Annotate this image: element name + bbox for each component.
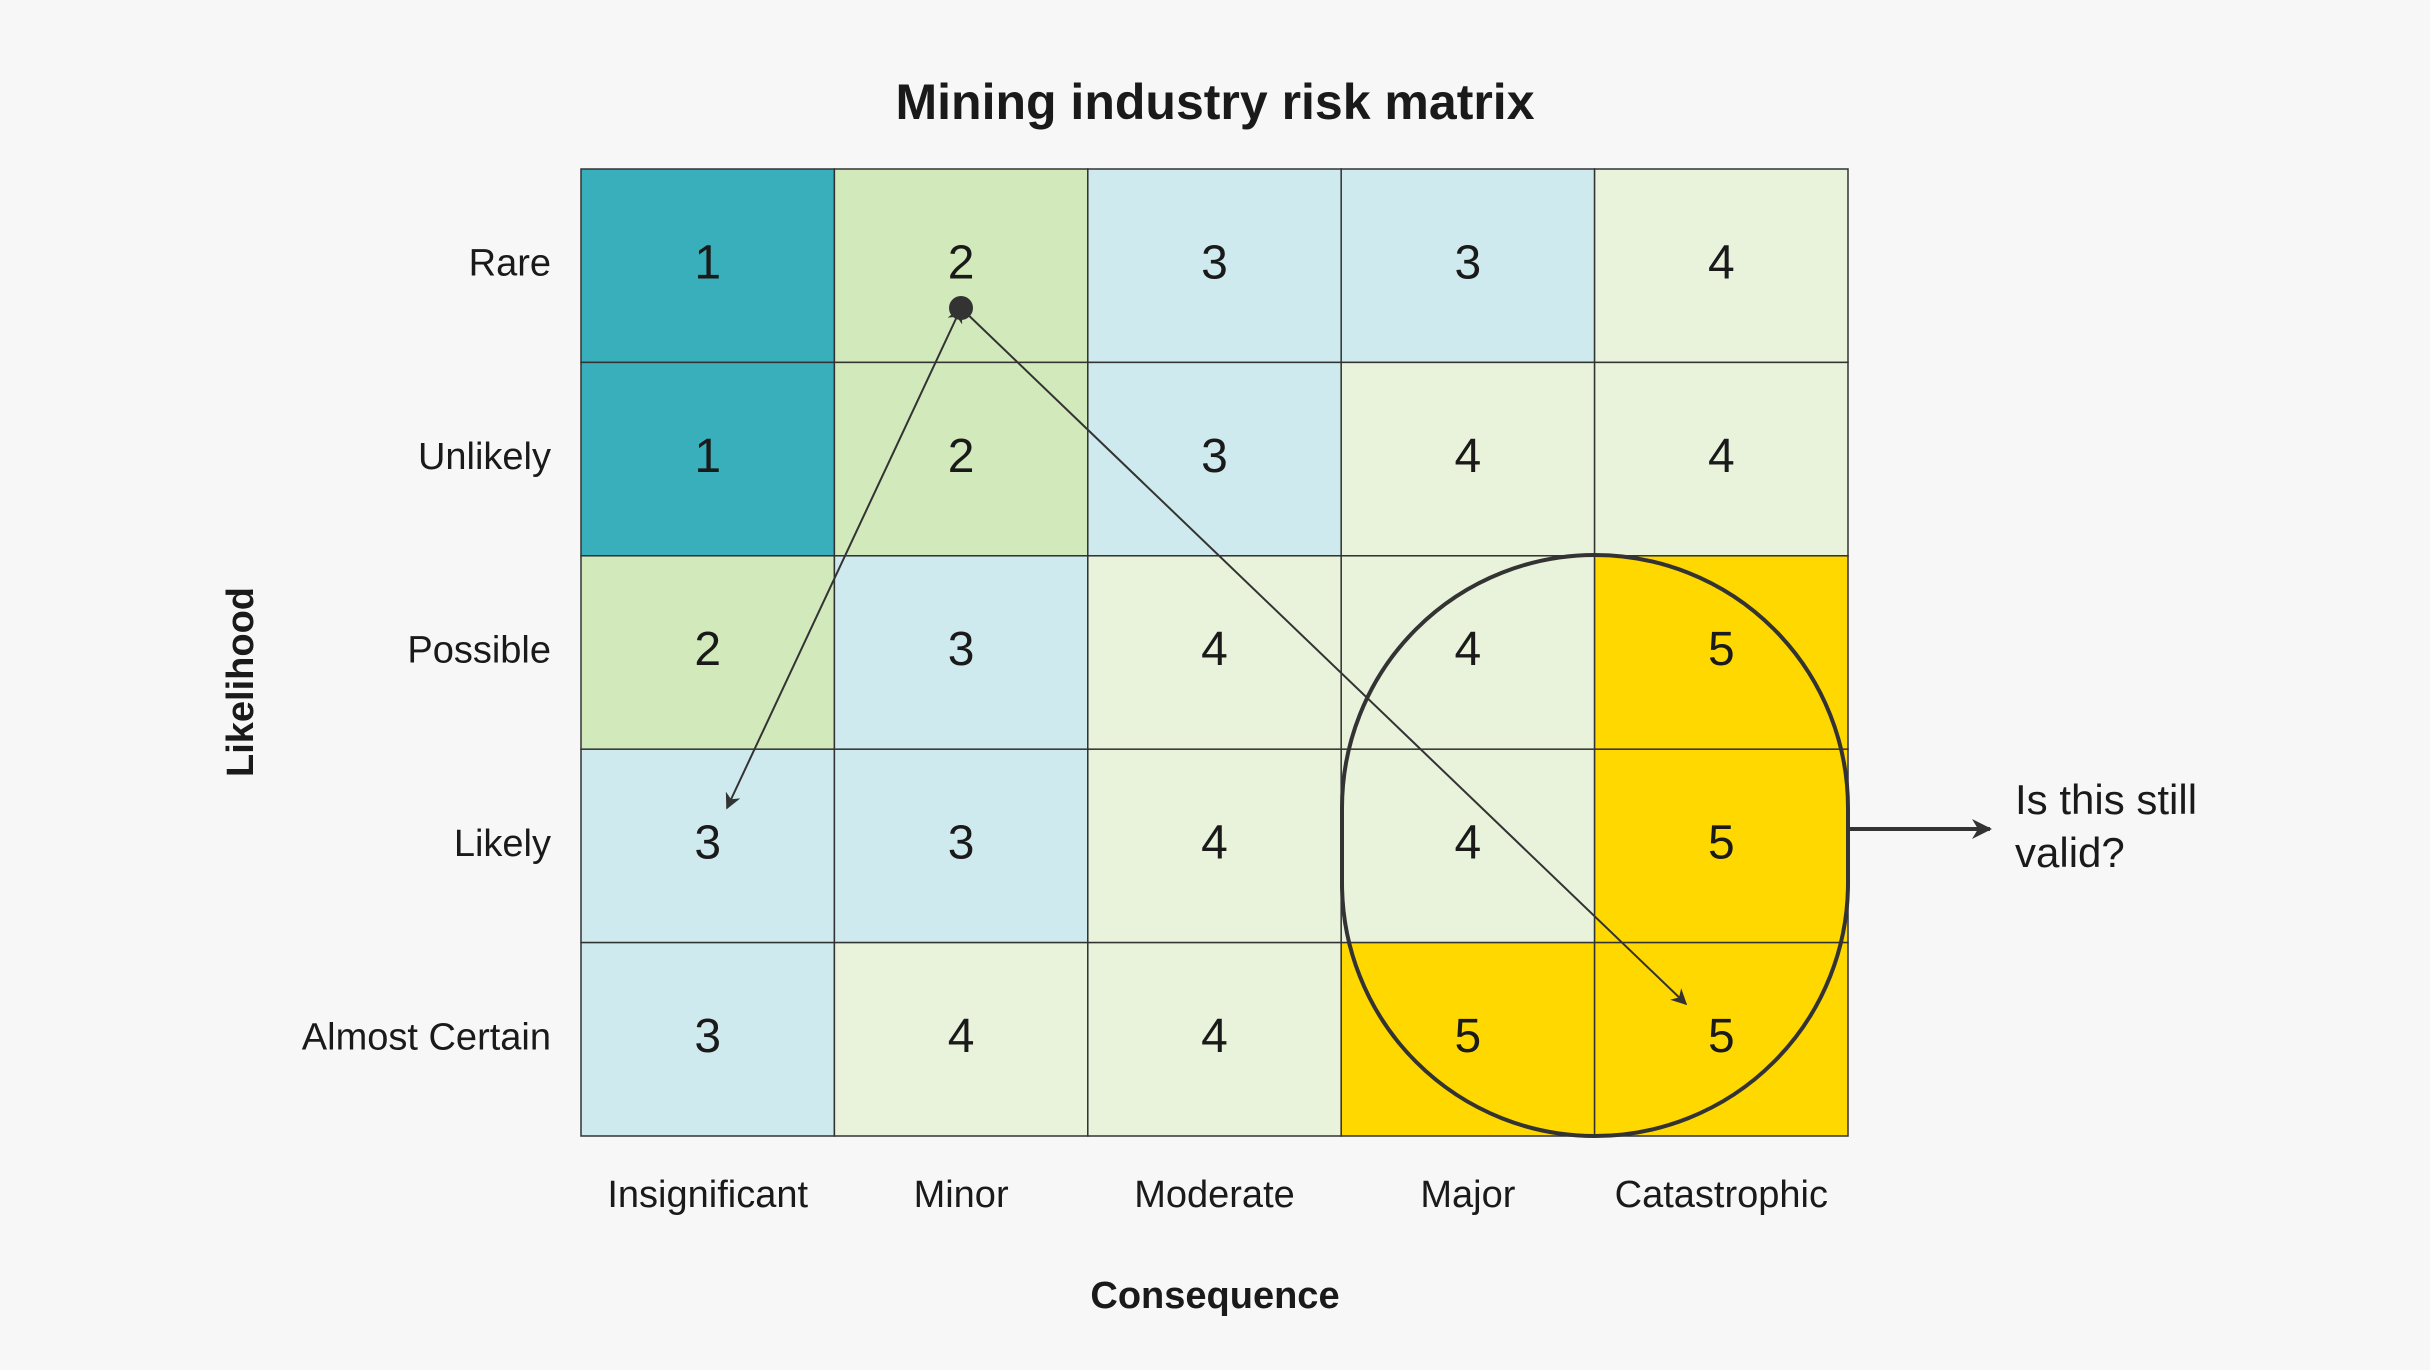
cell <box>1087 748 1342 944</box>
cell <box>1593 748 1849 944</box>
cell <box>1340 168 1596 364</box>
column-label: Minor <box>914 1174 1009 1216</box>
cell-value: 4 <box>1201 817 1228 870</box>
row-label: Rare <box>469 243 551 285</box>
y-axis-label: Likelihood <box>220 587 262 777</box>
cell <box>1593 168 1849 364</box>
cell-value: 3 <box>1455 236 1482 289</box>
cell-value: 3 <box>1201 430 1228 483</box>
arrow <box>960 307 1688 1006</box>
title: Mining industry risk matrix <box>895 74 1534 130</box>
cell-value: 1 <box>694 236 721 289</box>
cell-value: 4 <box>1201 623 1228 676</box>
x-axis-label: Consequence <box>1090 1275 1339 1317</box>
cell-value: 5 <box>1708 623 1735 676</box>
highlight-outline <box>1340 553 1850 1138</box>
cell-value: 2 <box>948 236 975 289</box>
column-label: Moderate <box>1134 1174 1295 1216</box>
cell-value: 3 <box>694 817 721 870</box>
cell <box>1087 361 1342 557</box>
cell-value: 4 <box>1708 236 1735 289</box>
cell-value: 2 <box>694 623 721 676</box>
annotations <box>725 296 1992 1138</box>
cell-value: 3 <box>948 623 975 676</box>
cell <box>1593 361 1849 557</box>
cell-value: 3 <box>694 1010 721 1063</box>
cell-value: 1 <box>694 430 721 483</box>
cell-value: 5 <box>1708 817 1735 870</box>
cell <box>580 941 836 1137</box>
cell-value: 4 <box>1455 430 1482 483</box>
cell-value: 5 <box>1708 1010 1735 1063</box>
row-label: Almost Certain <box>302 1016 551 1058</box>
cell <box>1340 748 1596 944</box>
cell-value: 4 <box>1201 1010 1228 1063</box>
column-label: Major <box>1420 1174 1515 1216</box>
cell-value: 3 <box>948 817 975 870</box>
cell-value: 4 <box>948 1010 975 1063</box>
cell <box>833 941 1089 1137</box>
arrow <box>725 306 963 810</box>
cell-value: 2 <box>948 430 975 483</box>
cell-value: 4 <box>1455 623 1482 676</box>
matrix-grid: 1 2 3 3 4 1 2 3 4 4 2 3 4 4 5 3 3 4 4 5 3 4 4 5 5 Rare Unlikely Pos… <box>302 168 1849 1216</box>
cell <box>1087 555 1342 750</box>
column-label: Insignificant <box>607 1174 808 1216</box>
cell <box>1087 941 1342 1137</box>
cell-value: 4 <box>1455 817 1482 870</box>
row-label: Unlikely <box>418 436 551 478</box>
row-label: Likely <box>454 823 551 865</box>
cell-value: 3 <box>1201 236 1228 289</box>
column-label: Catastrophic <box>1615 1174 1828 1216</box>
annotation-line: valid? <box>2015 829 2125 876</box>
cell-value: 4 <box>1708 430 1735 483</box>
cell <box>1087 168 1342 364</box>
dot <box>949 296 973 320</box>
annotation-line: Is this still <box>2015 776 2197 823</box>
cell-value: 5 <box>1455 1010 1482 1063</box>
row-label: Possible <box>407 630 551 672</box>
